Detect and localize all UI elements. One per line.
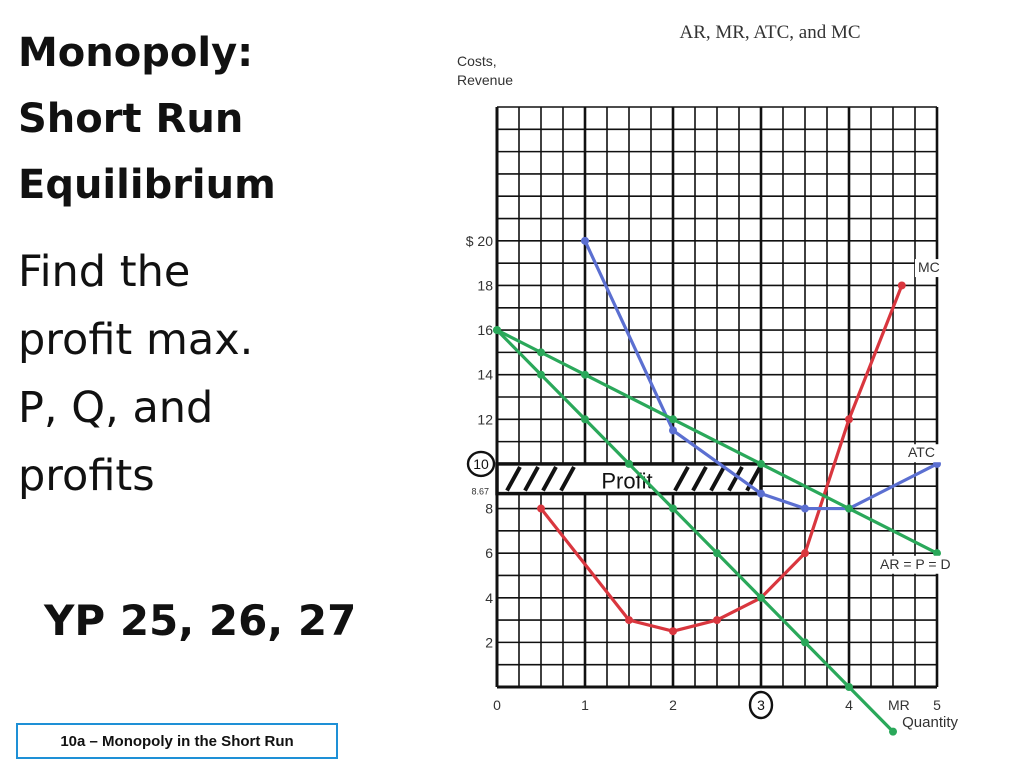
- hatch-stroke: [559, 465, 576, 492]
- mc-point: [625, 616, 633, 625]
- y-tick-label: 16: [477, 322, 493, 338]
- mr-point: [669, 504, 677, 513]
- mc-label-bg: [915, 259, 953, 278]
- hatch-stroke: [709, 465, 726, 492]
- mc-point: [801, 549, 809, 558]
- x-axis-label: Quantity: [902, 714, 958, 731]
- y-tick-label: 2: [485, 634, 493, 650]
- mr-point: [625, 459, 633, 468]
- mr-point: [581, 415, 589, 424]
- y-tick-label: $ 20: [466, 233, 493, 249]
- atc-point: [801, 504, 809, 513]
- profit-hatching: [505, 465, 762, 492]
- mr-curve: [495, 328, 895, 733]
- question-prompt: Find the profit max. P, Q, and profits: [18, 238, 418, 510]
- y-tick-label: 4: [485, 590, 493, 606]
- mc-point: [537, 504, 545, 513]
- prompt-line-3: P, Q, and: [18, 383, 214, 433]
- title-line-3: Equilibrium: [18, 162, 276, 208]
- mc-point: [845, 415, 853, 424]
- mr-point: [757, 593, 765, 602]
- atc-point: [757, 489, 765, 498]
- mc-curve: [539, 284, 904, 633]
- atc-point: [581, 236, 589, 245]
- mc-point: [669, 627, 677, 636]
- x-tick-label: 0: [493, 697, 501, 713]
- x-tick-label: 4: [845, 697, 853, 713]
- mr-point: [537, 370, 545, 379]
- mr-point: [713, 549, 721, 558]
- mc-label: MC: [918, 259, 940, 275]
- hatch-stroke: [691, 465, 708, 492]
- ar-p-d-point: [933, 549, 941, 558]
- atc-label-bg: [905, 444, 943, 463]
- x-tick-label: 5: [933, 697, 941, 713]
- hatch-stroke: [727, 465, 744, 492]
- chart-grid: [495, 106, 939, 688]
- ar-p-d-point: [845, 504, 853, 513]
- y-tick-label: 8: [485, 501, 493, 517]
- title-line-2: Short Run: [18, 96, 244, 142]
- atc-point: [669, 426, 677, 435]
- mr-point: [845, 683, 853, 691]
- x-tick-label: 1: [581, 697, 589, 713]
- title-line-1: Monopoly:: [18, 30, 254, 76]
- ar-p-d-label-bg: [877, 555, 969, 574]
- y-tick-label: 12: [477, 411, 493, 427]
- prompt-line-2: profit max.: [18, 315, 254, 365]
- ar-p-d-point: [669, 415, 677, 424]
- circled-price-ring: [466, 450, 496, 478]
- prompt-line-1: Find the: [18, 247, 191, 297]
- x-tick-label: 2: [669, 697, 677, 713]
- mr-label: MR: [888, 697, 910, 713]
- homework-references: YP 25, 26, 27: [44, 596, 357, 645]
- footer-label: 10a – Monopoly in the Short Run: [16, 723, 338, 759]
- y-tick-label: 14: [477, 367, 493, 383]
- hatch-stroke: [541, 465, 558, 492]
- atc-curve: [583, 240, 938, 511]
- circled-quantity-ring: [748, 690, 774, 720]
- circled-quantity-label: 3: [757, 697, 765, 713]
- ar-p-d-point: [757, 459, 765, 468]
- y-tick-label-extra: 8.67: [471, 487, 489, 497]
- y-tick-label: 18: [477, 277, 493, 293]
- slide-title: Monopoly: Short Run Equilibrium: [18, 20, 418, 218]
- hatch-stroke: [673, 465, 690, 492]
- mc-point: [713, 616, 721, 625]
- mc-point: [897, 281, 906, 290]
- hatch-stroke: [505, 465, 522, 492]
- chart-title: AR, MR, ATC, and MC: [679, 22, 860, 43]
- y-axis-label-line-2: Revenue: [457, 72, 513, 88]
- ar-p-d-point: [537, 348, 545, 357]
- cost-revenue-chart: AR, MR, ATC, and MC Costs, Revenue Quantity…: [457, 22, 969, 736]
- mr-point: [889, 727, 897, 736]
- y-tick-label: 6: [485, 545, 493, 561]
- prompt-line-4: profits: [18, 451, 155, 501]
- hatch-stroke: [523, 465, 540, 492]
- ar-p-d-point: [581, 370, 589, 379]
- mr-point: [801, 638, 809, 647]
- ar-p-d-label: AR = P = D: [880, 556, 951, 572]
- circled-price-label: 10: [473, 456, 489, 472]
- mr-point: [493, 326, 501, 335]
- atc-label: ATC: [908, 444, 935, 460]
- y-axis-label-line-1: Costs,: [457, 53, 497, 69]
